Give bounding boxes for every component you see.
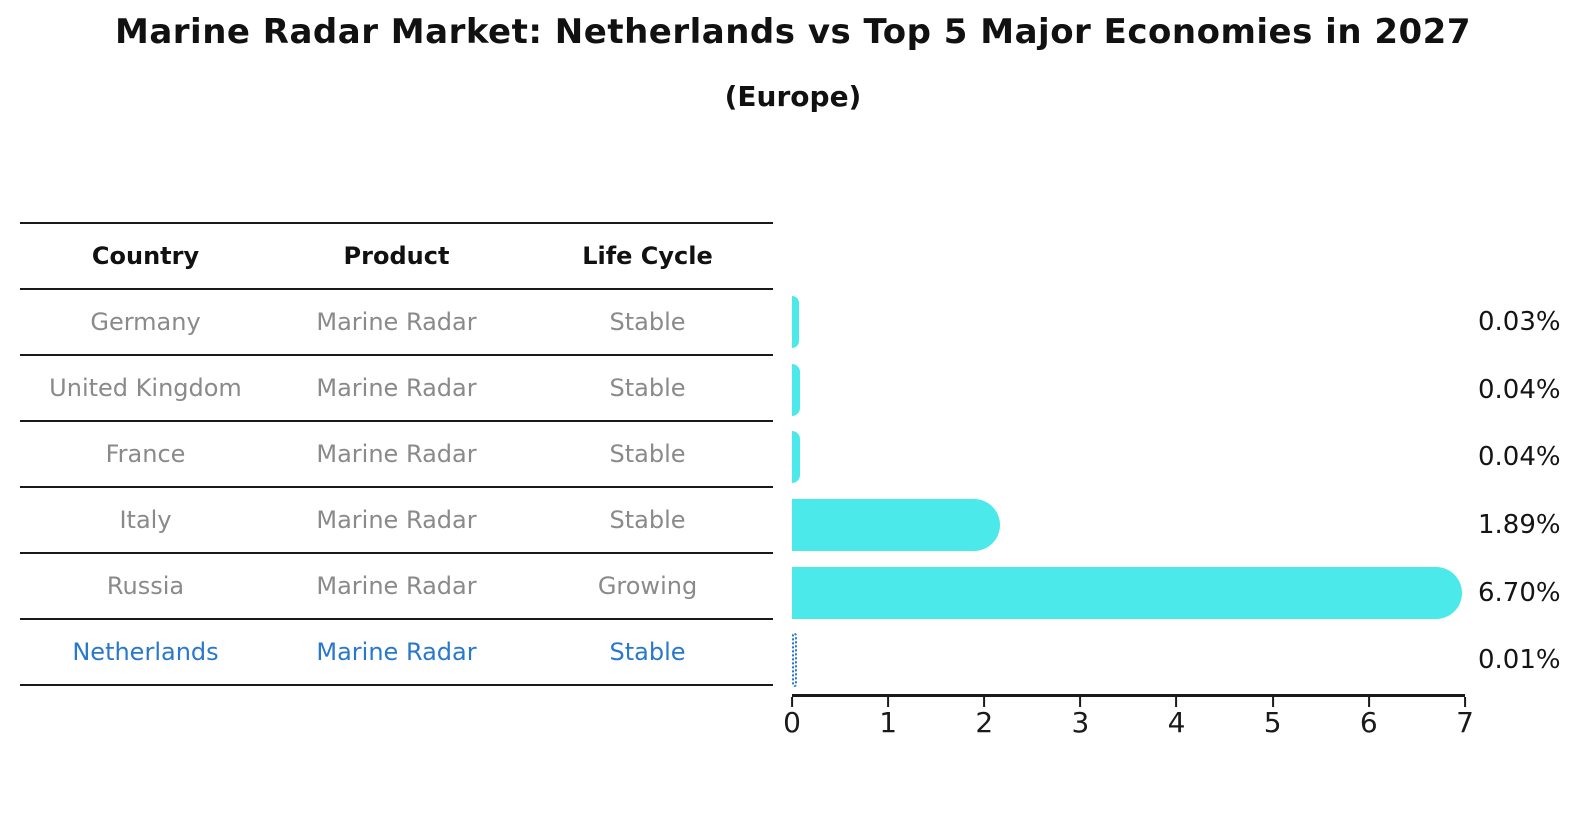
cell-product: Marine Radar [271, 355, 522, 422]
cell-country: France [20, 421, 271, 488]
tick-label: 2 [975, 706, 994, 739]
table-row-france: France Marine Radar Stable [20, 421, 773, 488]
bar-france [792, 431, 800, 484]
tick-label: 7 [1456, 706, 1474, 739]
x-tick-4: 4 [1167, 697, 1186, 739]
tick-mark [1463, 697, 1466, 707]
cell-product: Marine Radar [271, 487, 522, 554]
x-tick-0: 0 [783, 697, 801, 739]
cell-country: Italy [20, 487, 271, 554]
column-header-life-cycle: Life Cycle [522, 223, 773, 290]
cell-country: Netherlands [20, 619, 271, 686]
bar-russia [792, 566, 1463, 619]
cell-life-cycle: Stable [522, 421, 773, 488]
tick-mark [1367, 697, 1370, 707]
x-tick-1: 1 [879, 697, 897, 739]
cell-life-cycle: Stable [522, 487, 773, 554]
bar-row [792, 626, 1465, 694]
bar-row [792, 559, 1465, 627]
country-table-wrap: Country Product Life Cycle Germany Marin… [20, 222, 773, 686]
table-row-netherlands-highlighted: Netherlands Marine Radar Stable [20, 619, 773, 686]
cell-life-cycle: Stable [522, 355, 773, 422]
bar-value-label-france: 0.04% [1478, 442, 1561, 473]
cell-product: Marine Radar [271, 553, 522, 620]
tick-mark [1175, 697, 1178, 707]
bar-united-kingdom [792, 363, 800, 416]
tick-mark [790, 697, 793, 707]
tick-label: 1 [879, 706, 898, 739]
bar-germany [792, 295, 799, 348]
bar-row [792, 288, 1465, 356]
table-row-italy: Italy Marine Radar Stable [20, 487, 773, 554]
tick-mark [887, 697, 890, 707]
bar-value-label-netherlands: 0.01% [1478, 645, 1561, 676]
bar-plot-area [792, 288, 1465, 697]
cell-product: Marine Radar [271, 289, 522, 356]
bar-value-label-united-kingdom: 0.04% [1478, 374, 1561, 405]
tick-mark [983, 697, 986, 707]
bar-row [792, 356, 1465, 424]
column-header-country: Country [20, 223, 271, 290]
bar-value-label-russia: 6.70% [1478, 577, 1561, 608]
x-tick-5: 5 [1264, 697, 1282, 739]
x-tick-3: 3 [1071, 697, 1090, 739]
cell-life-cycle: Stable [522, 619, 773, 686]
cell-country: Russia [20, 553, 271, 620]
bar-row [792, 423, 1465, 491]
column-header-product: Product [271, 223, 522, 290]
table-row-russia: Russia Marine Radar Growing [20, 553, 773, 620]
table-row-germany: Germany Marine Radar Stable [20, 289, 773, 356]
x-tick-2: 2 [975, 697, 993, 739]
bar-netherlands-highlighted [792, 633, 797, 688]
cell-product: Marine Radar [271, 619, 522, 686]
bar-value-labels: 0.03% 0.04% 0.04% 1.89% 6.70% 0.01% [1478, 288, 1582, 694]
x-tick-7: 7 [1456, 697, 1474, 739]
chart-subtitle: (Europe) [724, 80, 862, 113]
table-row-united-kingdom: United Kingdom Marine Radar Stable [20, 355, 773, 422]
tick-label: 6 [1359, 706, 1378, 739]
tick-label: 3 [1071, 706, 1090, 739]
bar-italy [792, 498, 1000, 551]
cell-country: United Kingdom [20, 355, 271, 422]
chart-title: Marine Radar Market: Netherlands vs Top … [115, 12, 1471, 52]
bar-row [792, 491, 1465, 559]
cell-life-cycle: Growing [522, 553, 773, 620]
country-table: Country Product Life Cycle Germany Marin… [20, 222, 773, 686]
tick-label: 5 [1263, 706, 1282, 739]
cell-life-cycle: Stable [522, 289, 773, 356]
x-tick-6: 6 [1360, 697, 1378, 739]
bar-value-label-italy: 1.89% [1478, 509, 1561, 540]
bar-value-label-germany: 0.03% [1478, 306, 1561, 337]
cell-product: Marine Radar [271, 421, 522, 488]
x-axis: 0 1 2 3 4 5 6 7 [783, 697, 1474, 749]
tick-label: 0 [783, 706, 801, 739]
table-header-row: Country Product Life Cycle [20, 223, 773, 290]
tick-mark [1079, 697, 1082, 707]
tick-label: 4 [1167, 706, 1186, 739]
tick-mark [1271, 697, 1274, 707]
cell-country: Germany [20, 289, 271, 356]
